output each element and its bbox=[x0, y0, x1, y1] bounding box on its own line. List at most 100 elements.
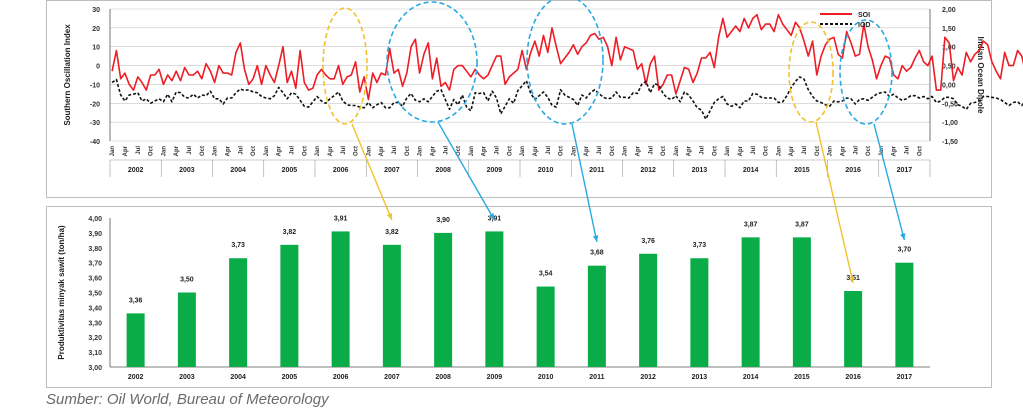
month-tick-label: Jul bbox=[648, 146, 654, 155]
year-label: 2004 bbox=[230, 167, 246, 174]
bar-data-label: 3,50 bbox=[180, 277, 194, 284]
month-tick-label: Jul bbox=[443, 146, 449, 155]
bar-2007 bbox=[382, 244, 401, 367]
year-label: 2005 bbox=[282, 167, 298, 174]
soi-y-tick-label: 0 bbox=[96, 64, 100, 71]
year-label: 2008 bbox=[435, 167, 451, 174]
month-tick-label: Oct bbox=[866, 146, 872, 156]
month-tick-label: Oct bbox=[200, 146, 206, 156]
month-tick-label: Apr bbox=[840, 145, 846, 156]
month-tick-label: Apr bbox=[328, 145, 334, 156]
bar-data-label: 3,82 bbox=[385, 229, 399, 236]
soi-y-tick-label: -20 bbox=[90, 101, 100, 108]
connector-arrowhead bbox=[900, 233, 906, 240]
bar-category-label: 2008 bbox=[435, 374, 451, 381]
connector-arrowhead bbox=[386, 213, 392, 220]
bar-y-tick-label: 3,10 bbox=[88, 350, 102, 357]
month-tick-label: Apr bbox=[687, 145, 693, 156]
year-label: 2014 bbox=[743, 167, 759, 174]
month-tick-label: Apr bbox=[635, 145, 641, 156]
year-label: 2002 bbox=[128, 167, 144, 174]
month-tick-label: Jul bbox=[290, 146, 296, 155]
connector-arrow bbox=[571, 123, 598, 243]
month-tick-label: Jan bbox=[161, 146, 167, 157]
bar-2011 bbox=[587, 265, 606, 367]
month-tick-label: Jan bbox=[879, 146, 885, 157]
month-tick-label: Apr bbox=[430, 145, 436, 156]
bar-2002 bbox=[126, 313, 145, 367]
month-tick-label: Jan bbox=[776, 146, 782, 157]
bar-data-label: 3,91 bbox=[334, 215, 348, 222]
bar-category-label: 2010 bbox=[538, 374, 554, 381]
month-tick-label: Jul bbox=[546, 146, 552, 155]
month-tick-label: Apr bbox=[482, 145, 488, 156]
month-tick-label: Jan bbox=[828, 146, 834, 157]
year-label: 2017 bbox=[897, 167, 913, 174]
bar-data-label: 3,68 bbox=[590, 250, 604, 257]
month-tick-label: Apr bbox=[174, 145, 180, 156]
month-tick-label: Jan bbox=[418, 146, 424, 157]
year-label: 2013 bbox=[692, 167, 708, 174]
month-tick-label: Jan bbox=[520, 146, 526, 157]
month-tick-label: Jul bbox=[238, 146, 244, 155]
soi-iod-panel bbox=[46, 0, 992, 198]
iod-axis-title: Indian Ocean Dipole bbox=[976, 37, 985, 114]
soi-y-tick-label: 10 bbox=[92, 45, 100, 52]
bar-data-label: 3,87 bbox=[744, 221, 758, 228]
soi-y-tick-label: -30 bbox=[90, 120, 100, 127]
bar-y-tick-label: 3,90 bbox=[88, 231, 102, 238]
month-tick-label: Jan bbox=[264, 146, 270, 157]
year-label: 2012 bbox=[640, 167, 656, 174]
bar-category-label: 2012 bbox=[640, 374, 656, 381]
month-tick-label: Jan bbox=[674, 146, 680, 157]
bar-category-label: 2013 bbox=[692, 374, 708, 381]
year-label: 2011 bbox=[589, 167, 604, 174]
legend-iod-label: IOD bbox=[858, 22, 870, 29]
connector-arrowhead bbox=[592, 235, 599, 242]
bar-category-label: 2011 bbox=[589, 374, 604, 381]
year-label: 2003 bbox=[179, 167, 195, 174]
month-tick-label: Apr bbox=[533, 145, 539, 156]
bar-data-label: 3,90 bbox=[436, 217, 450, 224]
soi-y-tick-label: -40 bbox=[90, 139, 100, 146]
bar-y-tick-label: 3,60 bbox=[88, 276, 102, 283]
month-tick-label: Jul bbox=[700, 146, 706, 155]
month-tick-label: Apr bbox=[789, 145, 795, 156]
month-tick-label: Apr bbox=[225, 145, 231, 156]
iod-y-tick-label: 0,50 bbox=[942, 64, 956, 71]
month-tick-label: Jul bbox=[341, 146, 347, 155]
iod-y-tick-label: -1,00 bbox=[942, 120, 958, 127]
bar-2015 bbox=[792, 237, 811, 367]
iod-y-tick-label: 1,50 bbox=[942, 26, 956, 33]
month-tick-label: Jan bbox=[623, 146, 629, 157]
month-tick-label: Apr bbox=[123, 145, 129, 156]
month-tick-label: Jul bbox=[802, 146, 808, 155]
iod-y-tick-label: 1,00 bbox=[942, 45, 956, 52]
year-label: 2015 bbox=[794, 167, 810, 174]
bar-y-tick-label: 3,40 bbox=[88, 305, 102, 312]
month-tick-label: Jan bbox=[213, 146, 219, 157]
bar-y-tick-label: 3,30 bbox=[88, 320, 102, 327]
bar-category-label: 2017 bbox=[897, 374, 913, 381]
iod-y-tick-label: 2,00 bbox=[942, 7, 956, 14]
month-tick-label: Oct bbox=[559, 146, 565, 156]
connector-arrow bbox=[815, 121, 854, 284]
soi-y-tick-label: 30 bbox=[92, 7, 100, 14]
month-tick-label: Oct bbox=[507, 146, 513, 156]
bar-category-label: 2004 bbox=[230, 374, 246, 381]
month-tick-label: Apr bbox=[738, 145, 744, 156]
bar-2003 bbox=[177, 292, 196, 367]
month-tick-label: Jul bbox=[136, 146, 142, 155]
bar-y-tick-label: 3,00 bbox=[88, 365, 102, 372]
bar-category-label: 2007 bbox=[384, 374, 400, 381]
month-tick-label: Oct bbox=[354, 146, 360, 156]
month-tick-label: Apr bbox=[277, 145, 283, 156]
bar-category-label: 2005 bbox=[282, 374, 298, 381]
soi-y-tick-label: 20 bbox=[92, 26, 100, 33]
month-tick-label: Apr bbox=[892, 145, 898, 156]
highlight-ellipse bbox=[839, 19, 893, 125]
bar-2013 bbox=[690, 258, 709, 367]
year-label: 2010 bbox=[538, 167, 554, 174]
month-tick-label: Oct bbox=[917, 146, 923, 156]
